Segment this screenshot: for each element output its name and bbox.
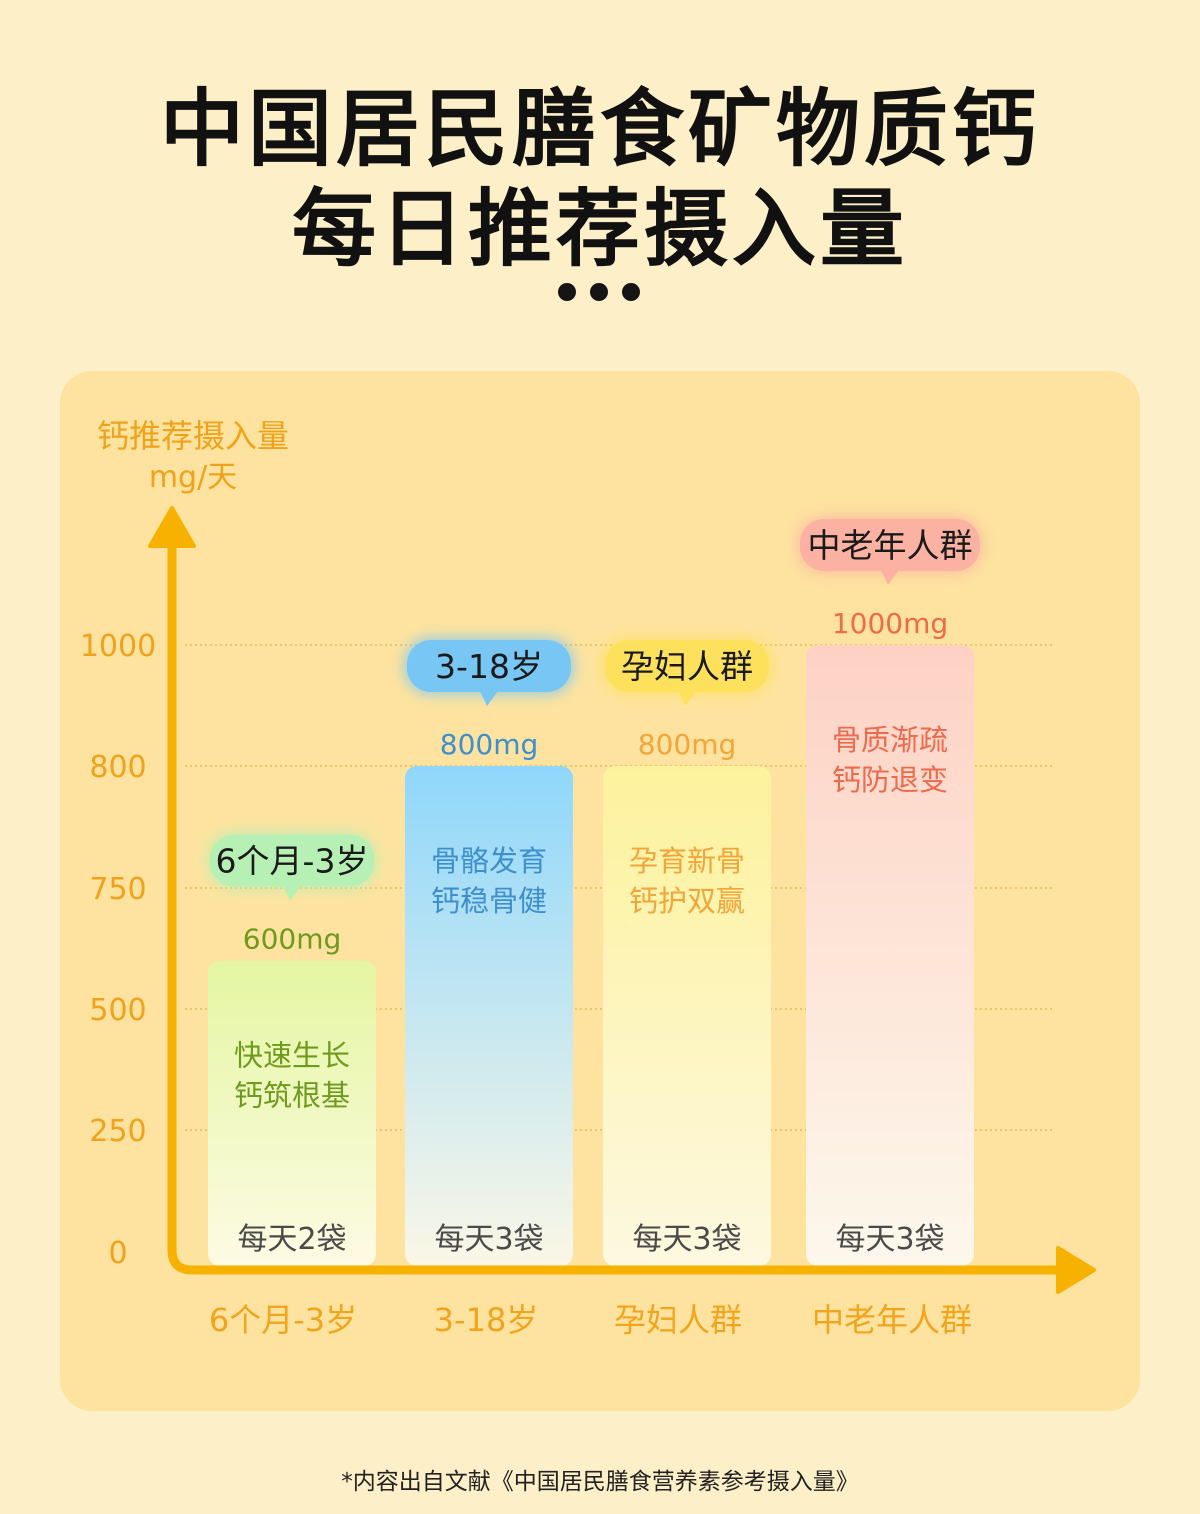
y-tick-label: 800 [89, 750, 146, 785]
bar-description: 骨质渐疏 [832, 723, 948, 757]
value-label: 1000mg [832, 607, 948, 640]
bubble-label: 6个月-3岁 [216, 842, 369, 881]
title-line-1: 中国居民膳食矿物质钙 [159, 80, 1040, 178]
value-label: 800mg [638, 728, 737, 761]
bubble-body [210, 834, 374, 887]
dosage-label: 每天2袋 [237, 1222, 346, 1257]
bubble-tail [678, 691, 696, 706]
dosage-label: 每天3袋 [434, 1222, 543, 1257]
bubble-label: 中老年人群 [808, 526, 973, 565]
y-tick-label: 500 [89, 993, 146, 1028]
bubble-tail [283, 885, 301, 901]
title-line-2: 每日推荐摄入量 [291, 180, 908, 278]
bar [208, 960, 376, 1266]
bubble-tail [881, 570, 899, 585]
bar-description: 钙稳骨健 [431, 884, 547, 918]
bar-description: 钙护双赢 [629, 884, 745, 918]
y-tick-label: 1000 [80, 629, 156, 664]
value-label: 600mg [243, 923, 342, 956]
y-axis-title: 钙推荐摄入量 [97, 417, 289, 455]
x-category-label: 3-18岁 [434, 1301, 539, 1339]
x-category-label: 中老年人群 [812, 1301, 972, 1339]
dot-3 [622, 283, 640, 301]
x-category-label: 孕妇人群 [614, 1301, 742, 1339]
bar [603, 766, 771, 1266]
bubble-label: 孕妇人群 [621, 647, 753, 686]
axes-line [167, 535, 1071, 1275]
dot-2 [590, 283, 608, 301]
bar-description: 骨骼发育 [431, 844, 547, 878]
bar [405, 766, 573, 1266]
x-category-label: 6个月-3岁 [209, 1301, 357, 1339]
bar-description: 钙筑根基 [234, 1079, 350, 1113]
bubble-body [605, 640, 769, 692]
y-tick-label: 250 [89, 1114, 146, 1149]
y-tick-label: 0 [108, 1236, 127, 1271]
x-axis-arrow [1056, 1246, 1096, 1294]
bar-description: 孕育新骨 [629, 844, 745, 878]
dosage-label: 每天3袋 [835, 1222, 944, 1257]
bubble-label: 3-18岁 [435, 647, 543, 686]
bar-description: 快速生长 [234, 1039, 350, 1073]
y-tick-label: 750 [89, 872, 146, 907]
bar [806, 645, 974, 1266]
value-label: 800mg [440, 728, 539, 761]
dosage-label: 每天3袋 [632, 1222, 741, 1257]
bubble-tail [480, 691, 498, 706]
y-axis-unit: mg/天 [149, 460, 237, 495]
footnote: *内容出自文献《中国居民膳食营养素参考摄入量》 [341, 1469, 859, 1495]
ellipsis-dots [558, 283, 640, 301]
bar-description: 钙防退变 [832, 763, 948, 797]
bubble-body [800, 519, 980, 571]
dot-1 [558, 283, 576, 301]
y-axis-arrow [148, 506, 196, 548]
bubble-body [407, 640, 571, 692]
